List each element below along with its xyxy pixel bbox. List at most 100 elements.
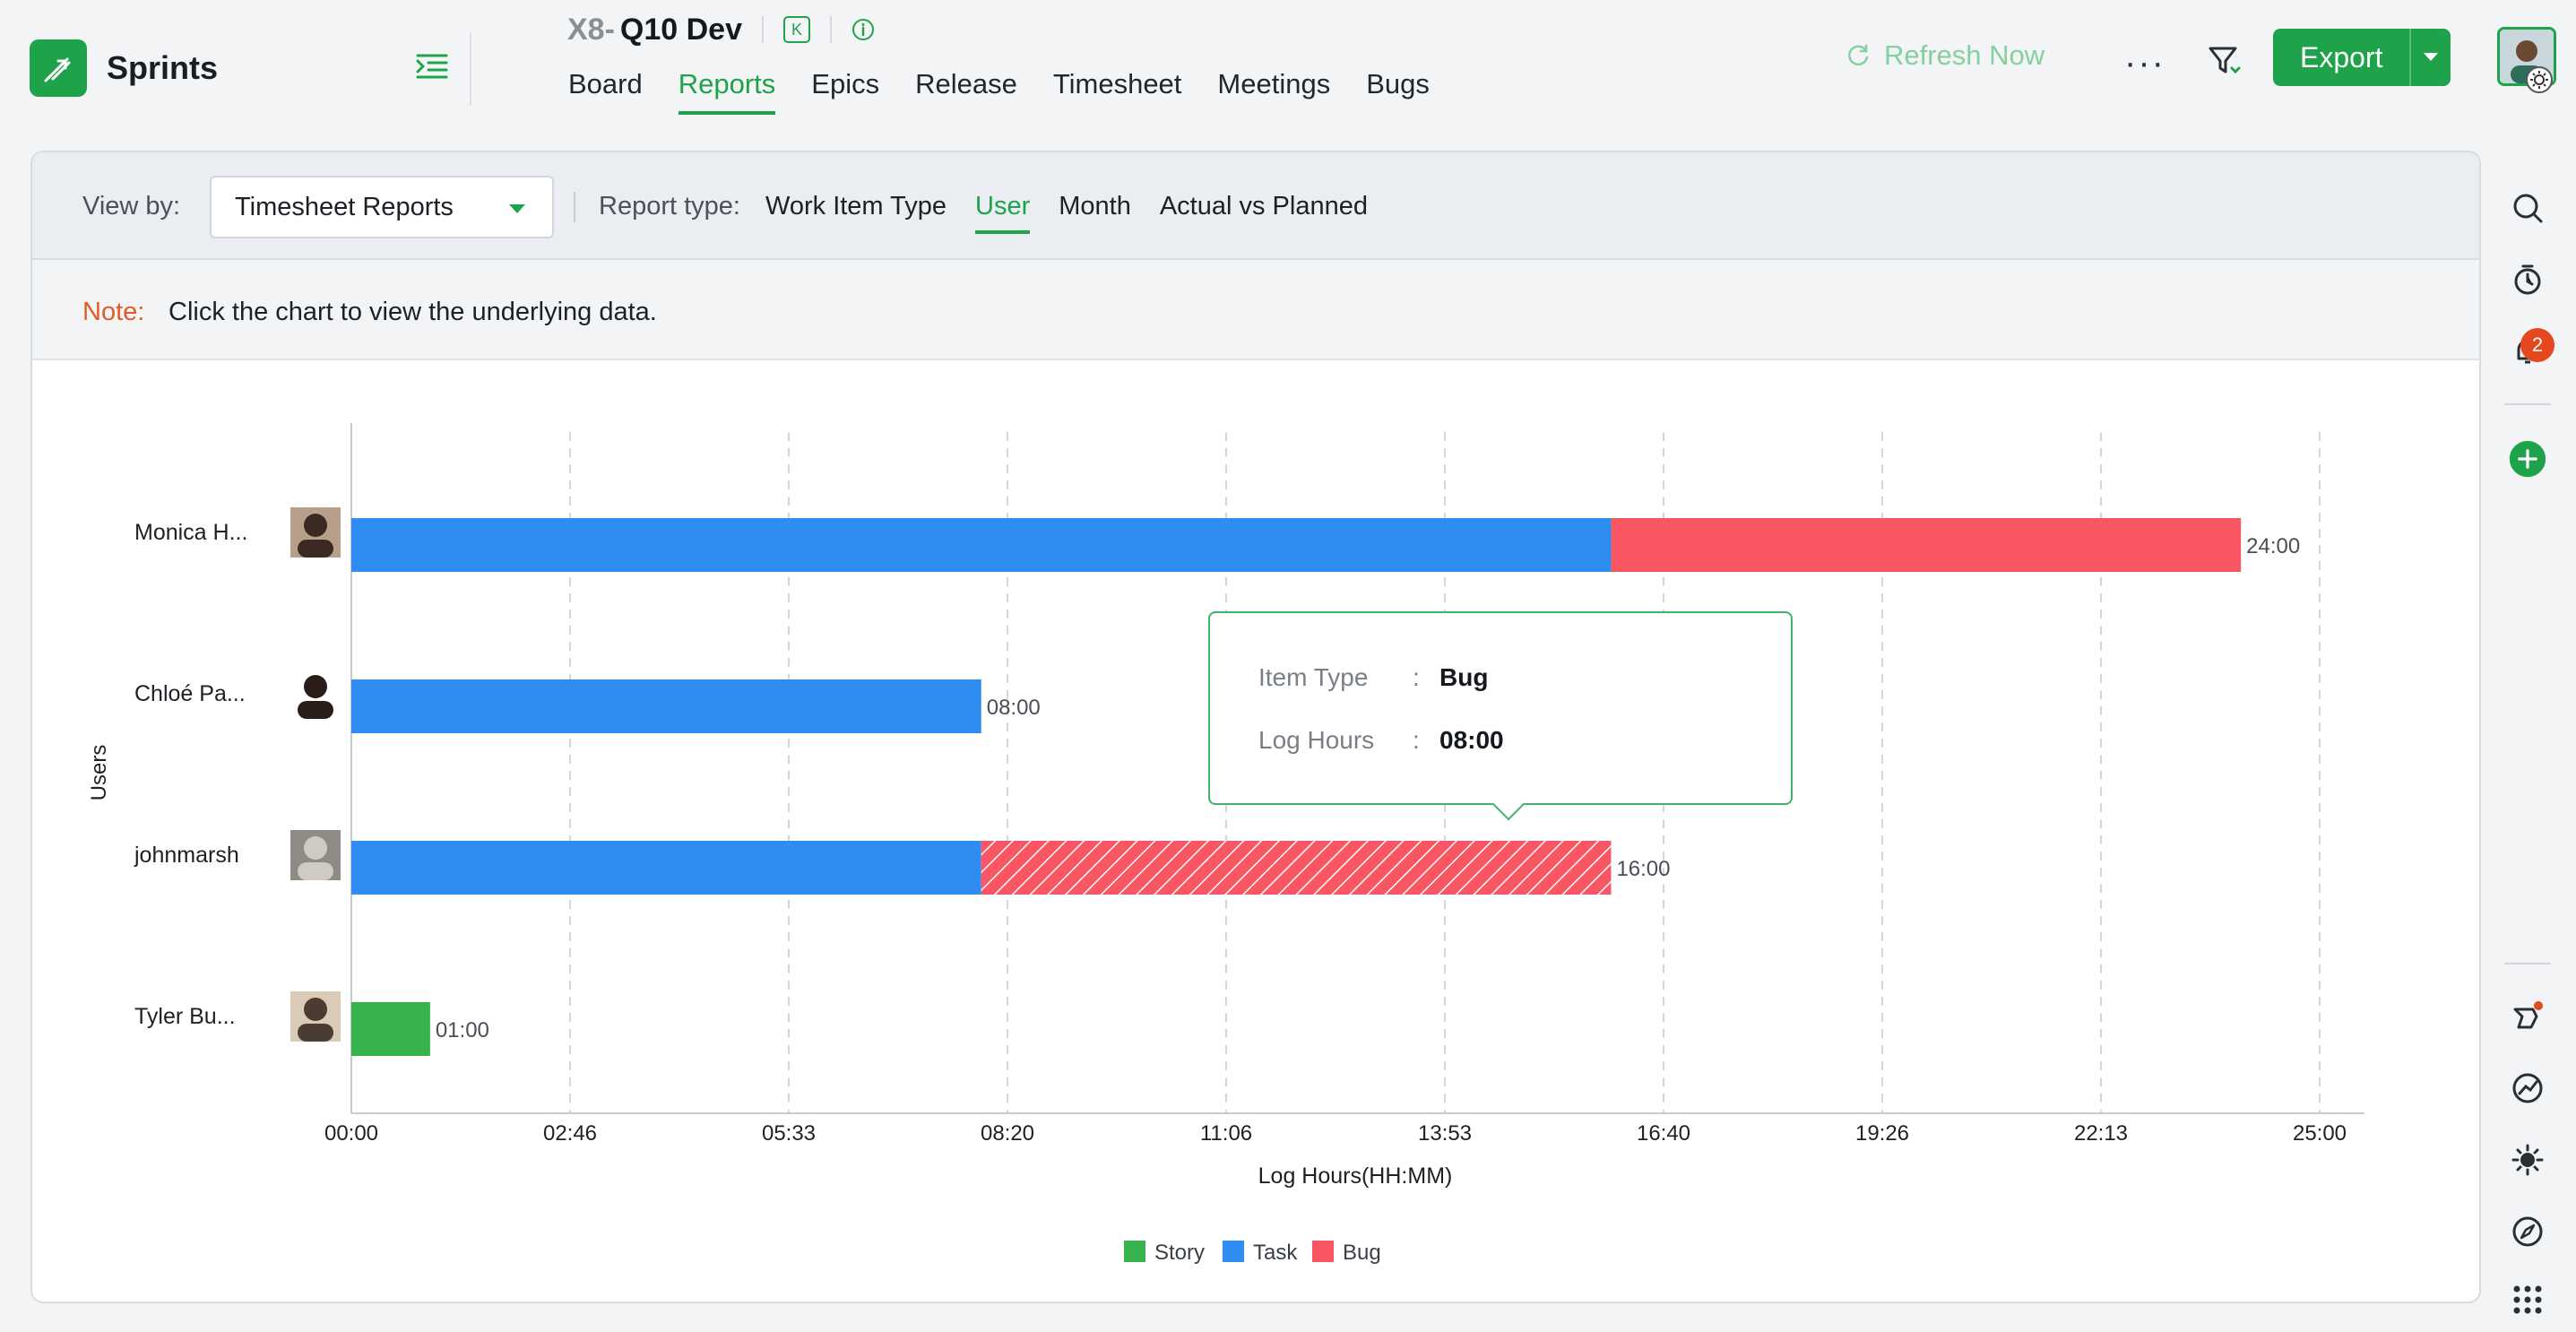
tooltip-value: Bug [1439,663,1489,691]
nav-tabs: Board Reports Epics Release Timesheet Me… [568,68,1430,115]
rail-separator [2504,963,2551,964]
project-separator [830,16,833,43]
report-type-user[interactable]: User [975,192,1031,234]
bar-story[interactable] [351,1002,430,1056]
bar-total-label: 16:00 [1616,857,1670,881]
bar-task[interactable] [351,679,981,733]
project-separator [762,16,765,43]
x-tick-label: 19:26 [1855,1121,1909,1146]
x-tick-label: 02:46 [543,1121,597,1146]
report-type-options: Work Item Type User Month Actual vs Plan… [765,192,1368,234]
export-dropdown-icon[interactable] [2409,29,2451,86]
legend-item-bug[interactable]: Bug [1312,1241,1381,1265]
view-by-select[interactable]: Timesheet Reports [210,176,554,238]
rail-separator [2504,403,2551,405]
note-label: Note: [82,298,145,326]
category-label: johnmarsh [134,843,239,868]
app-grid-icon[interactable] [2508,1280,2547,1319]
bar-total-label: 24:00 [2246,534,2300,558]
tooltip-row-log-hours: Log Hours : 08:00 [1258,726,1504,755]
tooltip-key: Item Type [1258,663,1369,691]
compass-icon[interactable] [2508,1212,2547,1251]
report-type-month[interactable]: Month [1059,192,1131,221]
project-key: X8- [567,12,615,47]
add-new-icon[interactable] [2508,439,2547,479]
y-axis-title: Users [87,745,111,801]
legend-item-task[interactable]: Task [1223,1241,1298,1265]
note-bar: Note: Click the chart to view the underl… [32,260,2479,360]
refresh-icon [1848,44,1869,66]
brand[interactable]: Sprints [30,39,218,97]
tab-bugs[interactable]: Bugs [1366,68,1430,99]
view-bar: View by: Timesheet Reports Report type: … [32,152,2479,260]
user-avatar-icon [290,507,341,558]
bar-bug[interactable] [981,841,1612,895]
header-divider [470,32,471,106]
bar-bug[interactable] [1611,518,2242,572]
x-tick-label: 05:33 [762,1121,816,1146]
collapse-sidebar-icon[interactable] [414,48,450,84]
legend-item-story[interactable]: Story [1124,1241,1205,1265]
bar-total-label: 01:00 [436,1018,489,1042]
tab-release[interactable]: Release [915,68,1017,99]
sprints-logo-icon [30,39,87,97]
legend-label: Story [1154,1241,1205,1265]
tab-reports[interactable]: Reports [678,68,776,115]
tab-meetings[interactable]: Meetings [1217,68,1331,99]
chevron-down-icon [509,204,525,213]
report-panel: View by: Timesheet Reports Report type: … [30,151,2481,1303]
legend-swatch [1124,1241,1145,1262]
kanban-badge-icon[interactable]: K [783,16,811,43]
app-name: Sprints [107,49,219,86]
x-tick-label: 08:20 [981,1121,1034,1146]
category-label: Monica H... [134,520,247,545]
bar-task[interactable] [351,518,1612,572]
x-tick-label: 16:40 [1637,1121,1690,1146]
report-type-actual-vs-planned[interactable]: Actual vs Planned [1159,192,1368,221]
settings-gear-icon[interactable] [2526,66,2553,93]
tab-board[interactable]: Board [568,68,643,99]
category-label: Tyler Bu... [134,1004,236,1029]
legend-label: Bug [1343,1241,1381,1265]
user-avatar-icon [290,669,341,719]
bar-total-label: 08:00 [987,696,1041,720]
report-type-label: Report type: [599,192,740,221]
legend-label: Task [1253,1241,1298,1265]
refresh-label: Refresh Now [1884,39,2045,71]
report-type-work-item-type[interactable]: Work Item Type [765,192,947,221]
x-tick-label: 25:00 [2293,1121,2347,1146]
filter-icon[interactable] [2205,41,2244,81]
notification-count-badge: 2 [2520,328,2554,362]
x-tick-label: 00:00 [324,1121,378,1146]
project-name[interactable]: Q10 Dev [619,12,743,47]
feeds-icon[interactable] [2508,997,2547,1036]
timer-icon[interactable] [2508,260,2547,299]
more-options-icon[interactable]: ··· [2124,43,2165,82]
bar-task[interactable] [351,841,981,895]
tooltip-row-item-type: Item Type : Bug [1258,663,1488,692]
export-split-button: Export [2273,29,2451,86]
log-hours-chart[interactable]: 00:00 02:46 05:33 08:20 11:06 13:53 16:40 19:26… [32,152,2481,1303]
theme-sun-icon[interactable] [2508,1140,2547,1180]
export-button[interactable]: Export [2273,29,2410,86]
search-icon[interactable] [2508,188,2547,228]
info-icon[interactable] [851,18,875,41]
view-by-value: Timesheet Reports [235,192,454,221]
legend-swatch [1223,1241,1244,1262]
right-rail [2492,152,2563,1332]
tab-timesheet[interactable]: Timesheet [1052,68,1182,99]
legend-swatch [1312,1241,1334,1262]
note-text: Click the chart to view the underlying d… [169,298,657,326]
tooltip-key: Log Hours [1258,726,1375,754]
project-title: X8- Q10 Dev K [567,11,875,48]
user-avatar-icon [290,991,341,1042]
view-bar-separator [574,192,575,222]
tooltip-colon: : [1413,663,1420,691]
chart-tooltip: Item Type : Bug Log Hours : 08:00 [1208,611,1793,805]
category-label: Chloé Pa... [134,681,246,706]
tab-epics[interactable]: Epics [811,68,880,99]
refresh-now-button[interactable]: Refresh Now [1845,39,2044,72]
x-tick-label: 13:53 [1418,1121,1472,1146]
view-by-label: View by: [82,192,181,221]
analytics-icon[interactable] [2508,1068,2547,1108]
